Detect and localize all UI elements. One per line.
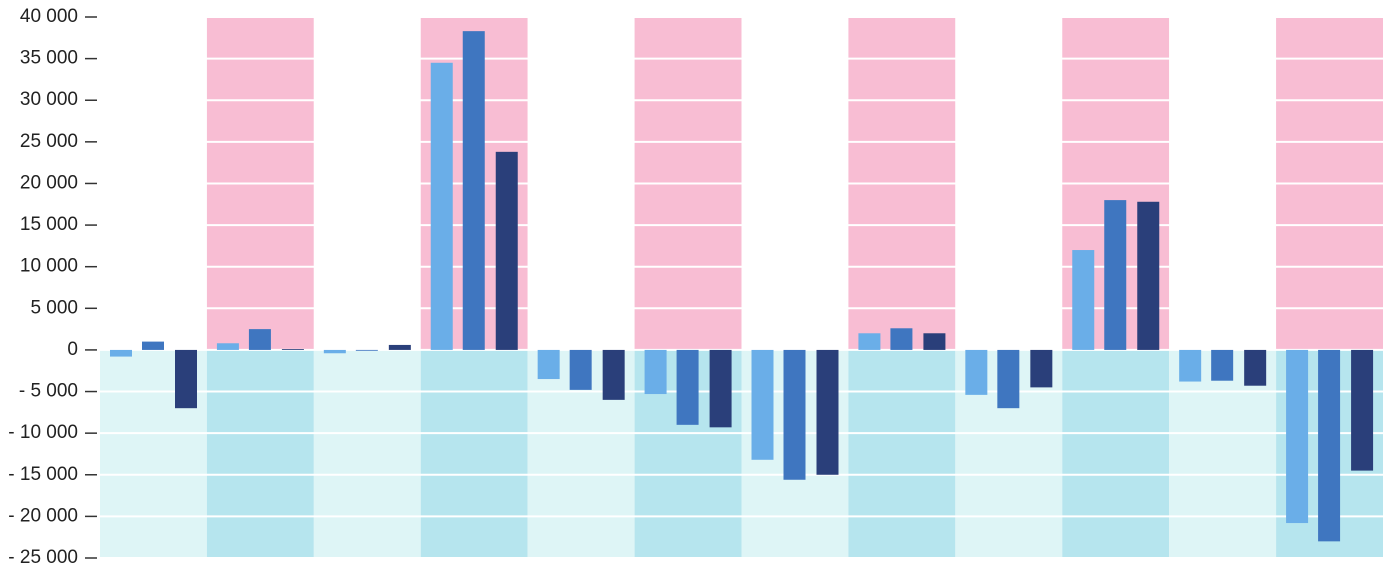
bar	[965, 349, 988, 395]
bar	[1318, 349, 1341, 542]
bar	[644, 349, 667, 395]
bar	[1244, 349, 1267, 386]
band-bottom	[206, 349, 314, 558]
bar	[142, 341, 164, 350]
grid	[100, 16, 1383, 559]
bar	[1286, 349, 1309, 524]
bar	[495, 151, 518, 350]
bar	[676, 349, 699, 425]
bar	[388, 344, 411, 350]
bar	[1104, 200, 1127, 350]
y-tick-label: 25 000	[20, 131, 78, 152]
bar	[1030, 349, 1053, 388]
y-tick-label: - 5 000	[19, 381, 78, 402]
bar	[1179, 349, 1202, 382]
bar	[323, 349, 346, 354]
y-tick-label: - 10 000	[8, 422, 78, 443]
bar	[602, 349, 625, 400]
bar	[1072, 250, 1095, 350]
bar	[462, 31, 485, 350]
band-bottom	[313, 349, 421, 558]
bar	[175, 349, 197, 409]
bar	[430, 62, 453, 350]
bar	[1211, 349, 1234, 381]
band-bottom	[848, 349, 956, 558]
bar	[569, 349, 592, 390]
band-bottom	[420, 349, 528, 558]
bar	[248, 329, 271, 350]
bar	[1351, 349, 1374, 471]
bar	[997, 349, 1020, 409]
y-tick-label: 40 000	[20, 6, 78, 27]
bar	[537, 349, 560, 380]
bar	[923, 333, 946, 350]
y-tick-label: 0	[67, 339, 78, 360]
band-bottom	[1062, 349, 1170, 558]
y-tick-label: - 25 000	[8, 547, 78, 566]
background-bands	[100, 17, 1383, 558]
y-axis: - 25 000 - 20 000 - 15 000 - 10 000 - 5 000 0…	[8, 6, 97, 566]
bar	[816, 349, 839, 475]
bar	[783, 349, 806, 480]
bar	[858, 333, 881, 350]
bar	[281, 349, 304, 350]
y-tick-label: - 20 000	[8, 505, 78, 526]
y-tick-label: 15 000	[20, 214, 78, 235]
y-tick-label: 10 000	[20, 256, 78, 277]
bars	[110, 31, 1374, 542]
bar	[751, 349, 774, 460]
bar	[890, 328, 913, 350]
y-tick-label: 35 000	[20, 48, 78, 69]
bar	[216, 343, 239, 350]
bar	[1137, 201, 1160, 350]
bar	[355, 349, 378, 351]
y-tick-label: 5 000	[30, 297, 78, 318]
y-tick-label: 30 000	[20, 89, 78, 110]
y-tick-label: - 15 000	[8, 464, 78, 485]
bar	[110, 349, 132, 357]
bar	[709, 349, 732, 428]
y-tick-label: 20 000	[20, 172, 78, 193]
